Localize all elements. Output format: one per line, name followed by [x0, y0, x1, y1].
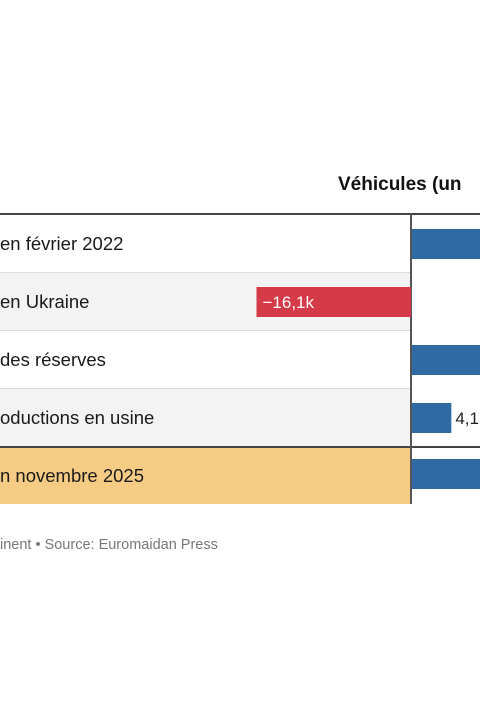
table-row: en février 2022: [0, 215, 411, 273]
bar: [412, 229, 480, 259]
row-label: n novembre 2025: [0, 465, 144, 486]
bar-value-label: 4,1: [455, 409, 479, 428]
bar: [412, 459, 480, 489]
bar: [412, 345, 480, 375]
row-label: oductions en usine: [0, 407, 155, 428]
bar-layer: −16,1k 4,1: [256, 229, 480, 489]
bar: [256, 287, 411, 317]
bar-value-label: −16,1k: [263, 293, 315, 312]
source-note: inent • Source: Euromaidan Press: [0, 537, 218, 553]
total-row: n novembre 2025: [0, 448, 411, 504]
row-label: des réserves: [0, 349, 106, 370]
column-header-title: Véhicules (un: [338, 174, 462, 195]
row-label: en février 2022: [0, 233, 124, 254]
zero-axis: [410, 213, 412, 504]
row-label: en Ukraine: [0, 291, 90, 312]
top-rule: [0, 213, 480, 215]
table-row: des réserves: [0, 331, 411, 389]
bar: [412, 403, 452, 433]
total-rule: [0, 446, 480, 448]
